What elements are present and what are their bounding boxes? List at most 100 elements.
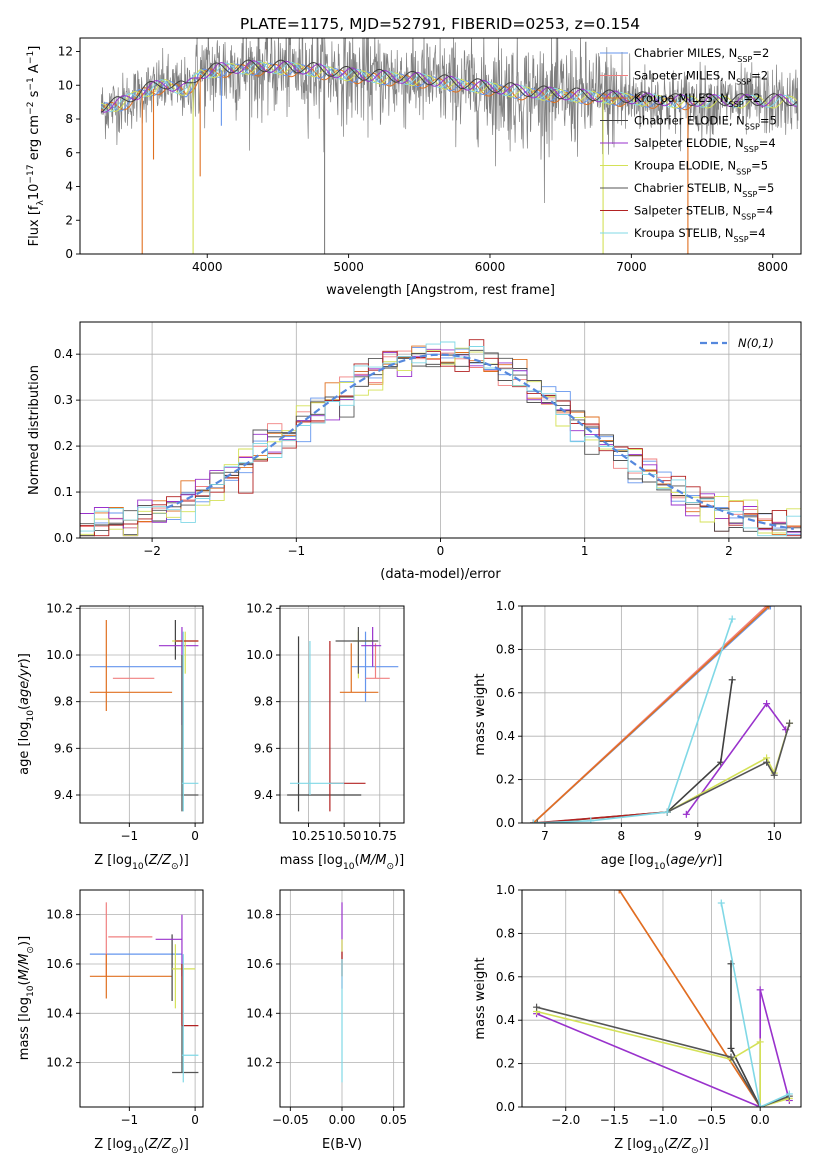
x-tick-label: 1 [581,544,589,558]
y-tick-label: 9.8 [54,695,73,709]
y-tick-label: 9.8 [254,695,273,709]
y-tick-label: 0.4 [496,1013,515,1027]
histogram-salpeter_elodie [80,348,801,537]
y-tick-label: 10.0 [46,648,73,662]
chart-weight_vs_age: 7 8 9 10 0.0 0.2 0.4 0.6 0.8 1.0 mass weight age [l… [473,599,802,872]
y-axis-label: Flux [fλ10−17 erg cm−2 s−1 A−1] [26,46,46,247]
y-tick-label: 0.1 [54,485,73,499]
legend-entry: N(0,1) [738,336,774,350]
chart-mass_vs_ebv: −0.05 0.00 0.05 10.2 10.4 10.6 10.8 E(B-V) [246,889,407,1152]
weight-line-chabrier_elodie [666,679,733,813]
weight-line-salpeter_elodie [685,702,787,815]
y-tick-label: 0.0 [496,1100,515,1114]
y-tick-label: 4 [65,180,73,194]
x-axis-label: age [log10(age/yr)] [601,853,723,872]
x-tick-label: 0.00 [329,1113,356,1127]
y-tick-label: 1.0 [496,883,515,897]
x-tick-label: 4000 [192,260,223,274]
y-axis-label: mass [log10(M/M⊙)] [17,936,36,1060]
plot-area [529,606,794,823]
axes-frame [79,37,802,255]
weight-line-kroupa_miles [618,890,761,1107]
y-tick-label: 0.6 [496,686,515,700]
weight-line-chabrier_stelib [537,722,791,823]
y-tick-label: 10.2 [46,1056,73,1070]
x-tick-label: −2.0 [551,1113,580,1127]
y-tick-label: 10.2 [246,601,273,615]
plot-area [89,620,199,812]
axes-frame [279,605,405,824]
axes-frame [279,889,405,1108]
y-tick-label: 10.2 [246,1056,273,1070]
x-tick-label: 10 [767,829,782,843]
plot-area [287,627,399,812]
plot-area [80,339,801,537]
chart-residuals: −2 −1 0 1 2 0.0 0.1 0.2 0.3 0.4 N(0,1) (data-model)… [27,321,802,582]
y-tick-label: 0.6 [496,970,515,984]
y-tick-label: 10 [58,78,73,92]
y-axis-label: Normed distribution [27,365,42,495]
y-tick-label: 9.4 [54,788,73,802]
x-tick-label: −1 [287,544,305,558]
y-tick-label: 9.6 [54,741,73,755]
y-tick-label: 0.3 [54,393,73,407]
legend-entry: Salpeter STELIB, NSSP=4 [634,204,773,222]
axes-frame [521,889,802,1108]
weight-line-kroupa_stelib [720,902,790,1107]
x-tick-label: 0 [191,1113,199,1127]
legend-entry: Kroupa ELODIE, NSSP=5 [634,159,768,177]
y-tick-label: 0.0 [496,816,515,830]
y-tick-label: 0.8 [496,642,515,656]
axes-frame [79,605,204,824]
y-tick-label: 0.2 [496,1057,515,1071]
x-tick-label: 10.75 [363,829,397,843]
model-spectrum-kroupa_elodie [101,61,798,112]
y-tick-label: 0.4 [496,729,515,743]
y-tick-label: 8 [65,112,73,126]
observed-spectrum [100,38,799,204]
x-tick-label: 0 [437,544,445,558]
chart-age_vs_z: −1 0 9.4 9.6 9.8 10.0 10.2 Z [log10(Z/Z⊙)] age [… [17,601,204,872]
y-tick-label: 10.4 [46,1006,73,1020]
y-tick-label: 10.2 [46,601,73,615]
y-axis-label: age [log10(age/yr)] [17,653,36,775]
y-tick-label: 12 [58,45,73,59]
x-tick-label: 8000 [757,260,788,274]
y-tick-label: 0.2 [496,773,515,787]
legend-entry: Kroupa MILES, NSSP=2 [634,91,761,109]
normal-curve [166,353,794,530]
chart-mass_vs_z: −1 0 10.2 10.4 10.6 10.8 Z [log10(Z/Z⊙)] mass [… [17,889,204,1156]
x-tick-label: 9 [694,829,702,843]
y-tick-label: 0.4 [54,347,73,361]
x-tick-label: 0 [191,829,199,843]
y-tick-label: 10.6 [246,957,273,971]
x-tick-label: −1 [120,1113,138,1127]
model-spectrum-chabrier_elodie [100,59,798,113]
x-tick-label: 7 [541,829,549,843]
x-axis-label: E(B-V) [322,1137,362,1152]
x-tick-label: 8 [618,829,626,843]
x-tick-label: 10.50 [327,829,361,843]
axes-frame [79,321,802,539]
x-tick-label: 5000 [333,260,364,274]
y-tick-label: 10.8 [246,908,273,922]
chart-age_vs_mass: 10.25 10.50 10.75 9.4 9.6 9.8 10.0 10.2 mass [lo… [246,601,405,872]
legend-entry: Chabrier ELODIE, NSSP=5 [634,114,777,132]
weight-line-kroupa_stelib [533,618,733,823]
legend-entry: Kroupa STELIB, NSSP=4 [634,226,766,244]
weight-line-kroupa_elodie [537,722,791,823]
y-tick-label: 9.4 [254,788,273,802]
legend-entry: Chabrier MILES, NSSP=2 [634,46,769,64]
x-axis-label: Z [log10(Z/Z⊙)] [614,1137,709,1156]
y-tick-label: 2 [65,213,73,227]
x-tick-label: −0.5 [697,1113,726,1127]
histogram-kroupa_stelib [80,341,801,537]
x-axis-label: wavelength [Angstrom, rest frame] [326,283,555,298]
x-tick-label: 7000 [616,260,647,274]
y-tick-label: 1.0 [496,599,515,613]
x-tick-label: −1.5 [600,1113,629,1127]
y-tick-label: 0.0 [54,531,73,545]
legend-entry: Chabrier STELIB, NSSP=5 [634,181,774,199]
x-tick-label: 0.0 [751,1113,770,1127]
weight-line-kroupa_miles [532,606,770,823]
